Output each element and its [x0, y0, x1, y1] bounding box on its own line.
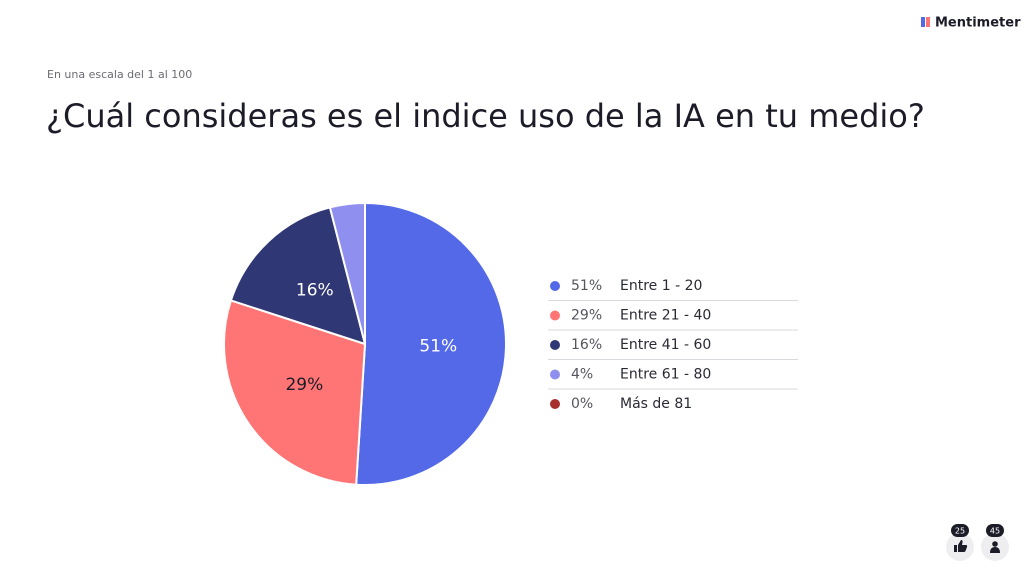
legend-swatch	[550, 340, 560, 350]
badge	[986, 524, 1004, 537]
person-head	[992, 541, 998, 547]
likes-count: 25	[955, 527, 965, 536]
legend-swatch	[550, 399, 560, 409]
likes-button[interactable]: 25	[946, 524, 974, 561]
legend-value: 29%	[571, 308, 602, 324]
legend-label: Entre 21 - 40	[620, 308, 711, 324]
slice-label: 51%	[419, 336, 457, 356]
participants-count: 45	[990, 527, 1000, 536]
legend-value: 16%	[571, 337, 602, 353]
pie-slice	[223, 299, 366, 486]
legend-swatch	[550, 310, 560, 321]
badge	[951, 524, 969, 537]
legend-swatch	[550, 281, 560, 291]
slice-label: 29%	[285, 375, 323, 395]
legend-value: 51%	[571, 278, 602, 294]
brand-logo: Mentimeter	[921, 16, 1021, 31]
pie-slice	[229, 206, 366, 345]
legend-value: 0%	[571, 396, 593, 412]
legend: 51% Entre 1 - 20 29% Entre 21 - 40 16% Entre …	[548, 278, 798, 412]
pie: 51% 29% 16%	[223, 202, 507, 486]
pie-slice	[355, 202, 507, 486]
logo-bar	[926, 17, 930, 27]
legend-swatch	[550, 369, 560, 380]
person-body	[990, 547, 1000, 553]
brand-name: Mentimeter	[935, 16, 1021, 31]
chart-title: ¿Cuál consideras es el indice uso de la …	[46, 97, 925, 135]
slice-label: 16%	[296, 281, 334, 301]
legend-label: Entre 61 - 80	[620, 367, 711, 383]
legend-label: Más de 81	[620, 396, 692, 412]
logo-bar	[921, 17, 925, 27]
legend-label: Entre 41 - 60	[620, 337, 711, 353]
participants-button[interactable]: 45	[981, 524, 1009, 561]
legend-value: 4%	[571, 367, 593, 383]
subtitle: En una escala del 1 al 100	[47, 68, 192, 81]
thumb-icon	[954, 540, 968, 552]
legend-label: Entre 1 - 20	[620, 278, 702, 294]
